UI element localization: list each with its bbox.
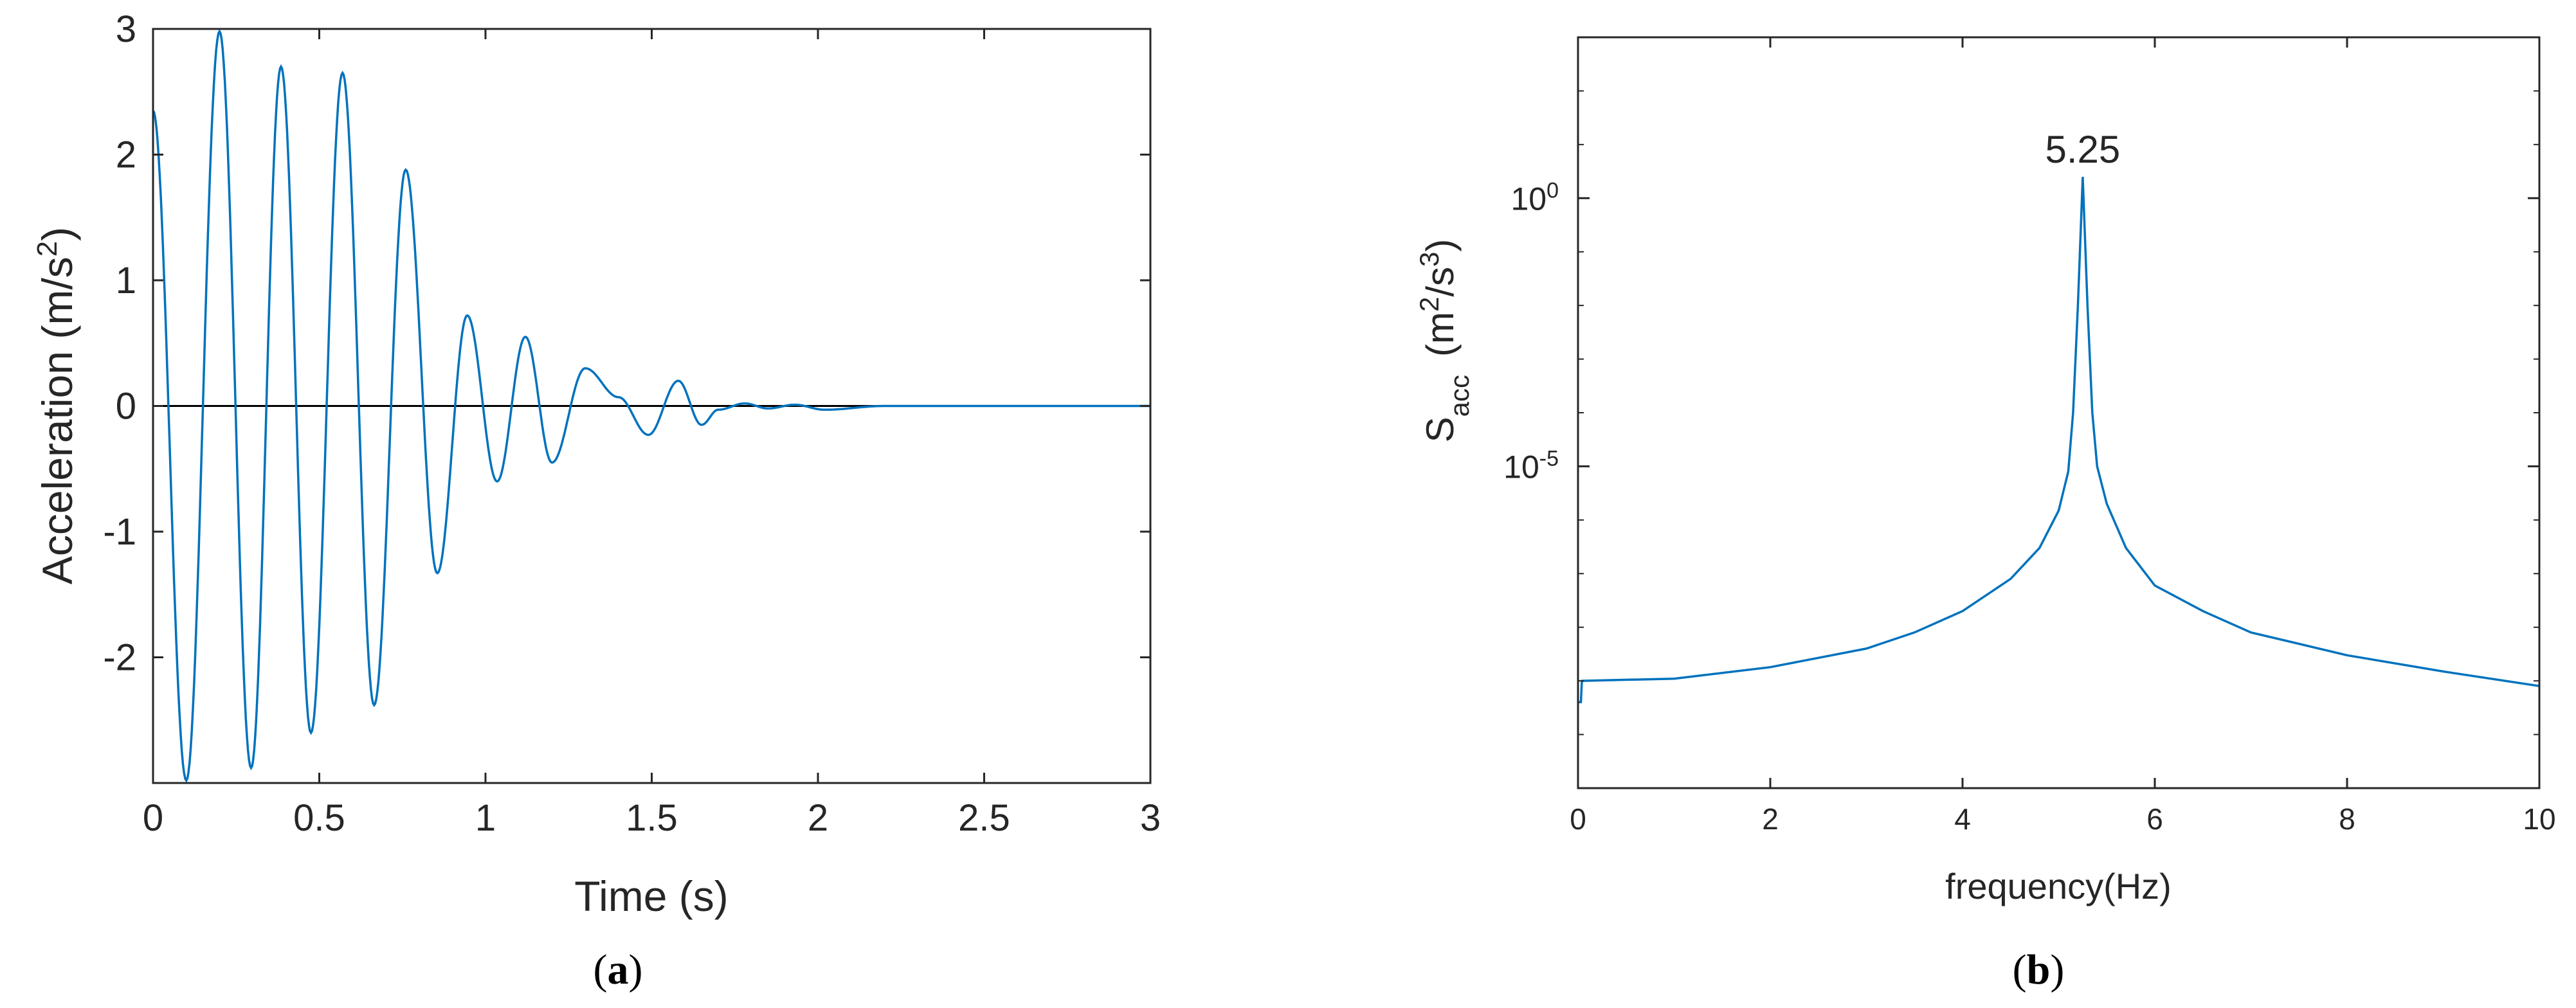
chart-a-xtick-label: 2.5 <box>958 797 1010 839</box>
chart-a-ytick-label: -1 <box>103 511 136 553</box>
chart-a-panel-label: (a) <box>594 946 643 993</box>
chart-b-series-line <box>1578 177 2540 704</box>
chart-b-plot-area <box>1578 177 2540 704</box>
chart-a-ylabel: Acceleration (m/s2) <box>32 227 82 584</box>
chart-a-ylabel-tail: ) <box>33 227 81 241</box>
chart-b-xtick-label: 2 <box>1762 802 1779 836</box>
chart-b-ylabel: Sacc (m2/s3) <box>1414 239 1474 443</box>
chart-b-panel-letter: b <box>2027 946 2051 993</box>
chart-b-xtick-label: 4 <box>1954 802 1971 836</box>
chart-a-ytick-label: 1 <box>116 260 136 302</box>
chart-b-xlabel: frequency(Hz) <box>1945 866 2172 906</box>
chart-b-ylabel-unit-sup1: 2 <box>1414 297 1444 312</box>
chart-a-ticks: 0 0.5 1 1.5 2 2.5 3 -2 -1 0 1 2 3 <box>103 8 1161 839</box>
chart-a-ytick-label: 2 <box>116 134 136 176</box>
chart-a-xtick-label: 1.5 <box>626 797 678 839</box>
chart-a-xtick-label: 3 <box>1140 797 1161 839</box>
chart-b-panel-label: (b) <box>2013 946 2065 993</box>
chart-b-ytick-exp: 0 <box>1547 178 1559 203</box>
chart-b-ytick-label: 10-5 <box>1503 446 1559 485</box>
chart-a-panel-letter: a <box>608 946 629 993</box>
chart-a-xtick-label: 2 <box>808 797 828 839</box>
chart-b-ylabel-unit-mid: /s <box>1419 267 1462 297</box>
chart-a-xtick-label: 0 <box>143 797 163 839</box>
chart-b-ylabel-unit-open: (m <box>1419 312 1462 357</box>
chart-a-ylabel-main: Acceleration (m/s <box>33 256 81 584</box>
chart-b-ylabel-unit-sup2: 3 <box>1414 252 1444 267</box>
chart-b-ylabel-unit-close: ) <box>1419 239 1462 252</box>
chart-a-ytick-label: -2 <box>103 637 136 679</box>
chart-a-ytick-label: 3 <box>116 8 136 50</box>
chart-b-peak-annotation: 5.25 <box>2045 128 2120 171</box>
chart-a-plot-area <box>152 29 1150 783</box>
chart-b-xtick-label: 8 <box>2339 802 2355 836</box>
chart-b-ylabel-sub: acc <box>1444 375 1474 417</box>
chart-b-xtick-label: 6 <box>2146 802 2163 836</box>
chart-b-ytick-exp: -5 <box>1539 446 1559 471</box>
chart-b-ytick-base: 10 <box>1510 181 1547 217</box>
chart-b-xtick-label: 10 <box>2523 802 2555 836</box>
chart-a-ytick-label: 0 <box>116 386 136 428</box>
chart-b-ytick-label: 100 <box>1510 178 1559 217</box>
chart-a-series-line <box>152 29 1150 783</box>
chart-a-ylabel-sup: 2 <box>32 241 63 256</box>
chart-a-xtick-label: 0.5 <box>293 797 345 839</box>
chart-b-ytick-base: 10 <box>1503 449 1539 485</box>
chart-b-xtick-label: 0 <box>1570 802 1586 836</box>
chart-a-xlabel: Time (s) <box>574 872 729 920</box>
chart-a-xtick-label: 1 <box>475 797 496 839</box>
chart-b-ylabel-main: S <box>1419 417 1462 442</box>
